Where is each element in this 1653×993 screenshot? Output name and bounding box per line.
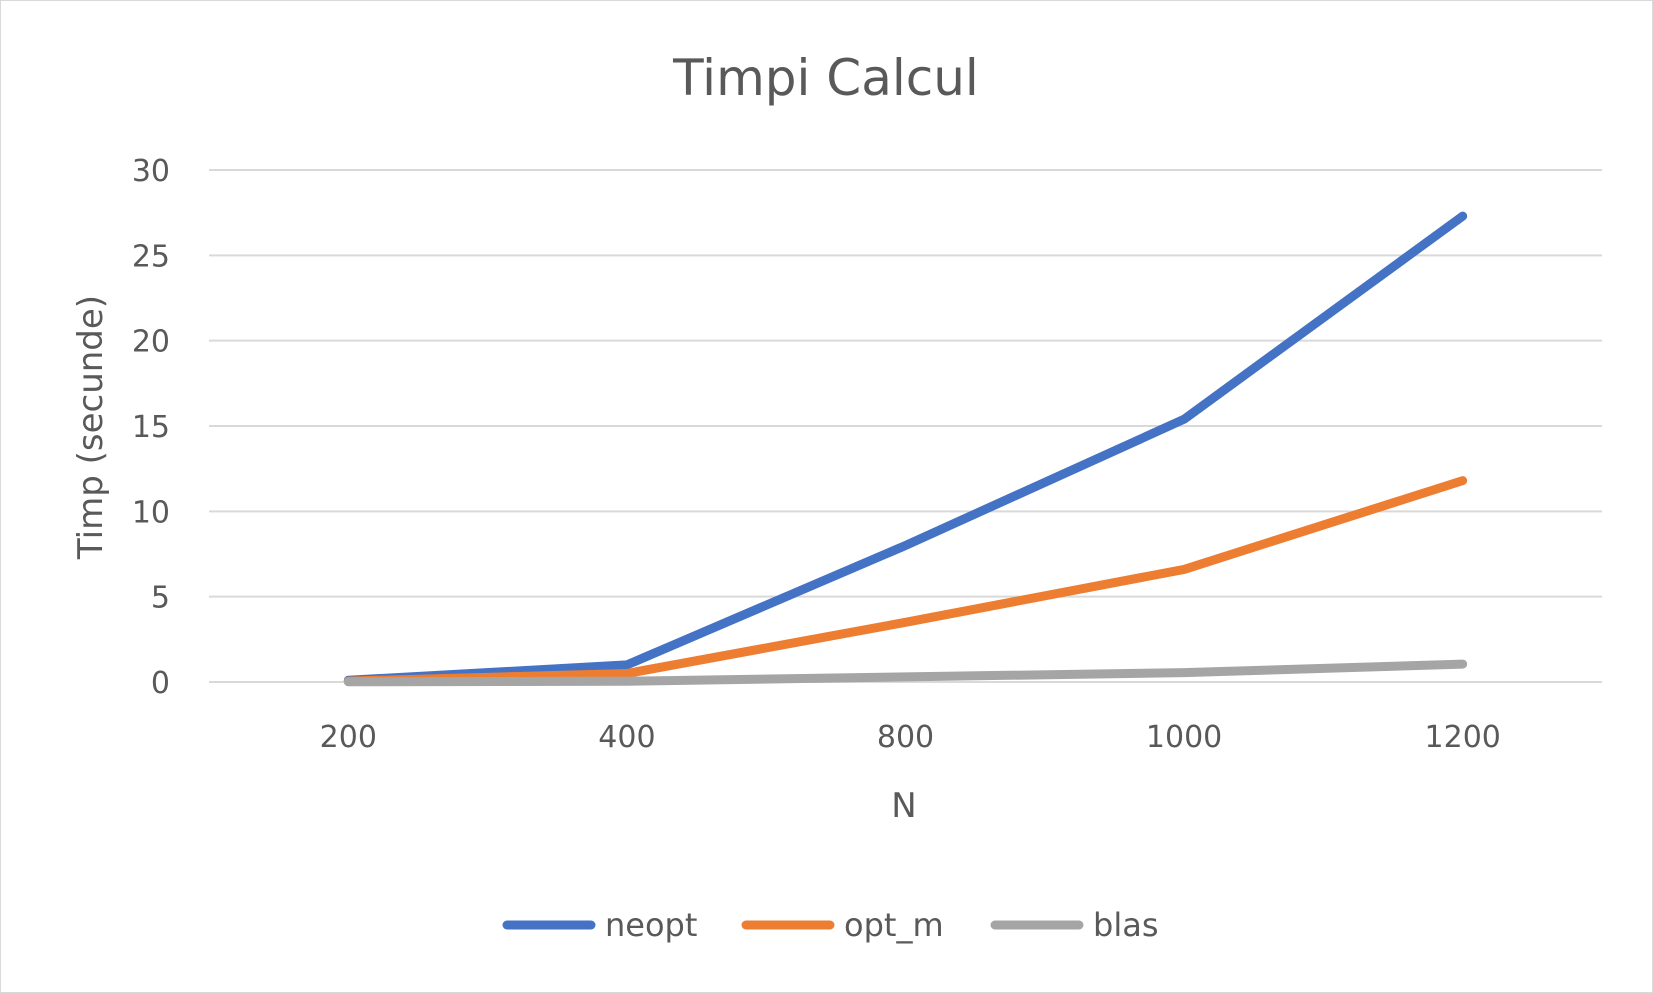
gridlines — [209, 169, 1602, 683]
series-line-blas — [343, 659, 1468, 687]
series-lines — [343, 211, 1468, 687]
series-line-neopt — [343, 211, 1468, 685]
series-line-opt_m — [343, 476, 1468, 686]
legend-label-blas: blas — [1093, 906, 1158, 944]
y-axis-ticks: 0 5 10 15 20 25 30 — [132, 154, 170, 701]
x-tick-label: 800 — [877, 720, 934, 755]
y-axis-title: Timp (secunde) — [71, 295, 111, 560]
x-axis-title: N — [891, 786, 916, 826]
x-tick-label: 200 — [320, 720, 377, 755]
chart-title: Timpi Calcul — [672, 49, 979, 107]
y-tick-label: 30 — [132, 154, 170, 189]
y-tick-label: 10 — [132, 495, 170, 530]
y-tick-label: 20 — [132, 325, 170, 360]
x-tick-label: 400 — [598, 720, 655, 755]
y-tick-label: 15 — [132, 410, 170, 445]
y-tick-label: 5 — [151, 581, 170, 616]
legend-label-opt_m: opt_m — [844, 906, 944, 944]
y-tick-label: 0 — [151, 666, 170, 701]
y-tick-label: 25 — [132, 239, 170, 274]
x-tick-label: 1000 — [1146, 720, 1222, 755]
legend: neopt opt_m blas — [502, 906, 1158, 944]
x-axis-ticks: 200 400 800 1000 1200 — [320, 720, 1501, 755]
x-tick-label: 1200 — [1425, 720, 1501, 755]
legend-label-neopt: neopt — [605, 906, 697, 944]
